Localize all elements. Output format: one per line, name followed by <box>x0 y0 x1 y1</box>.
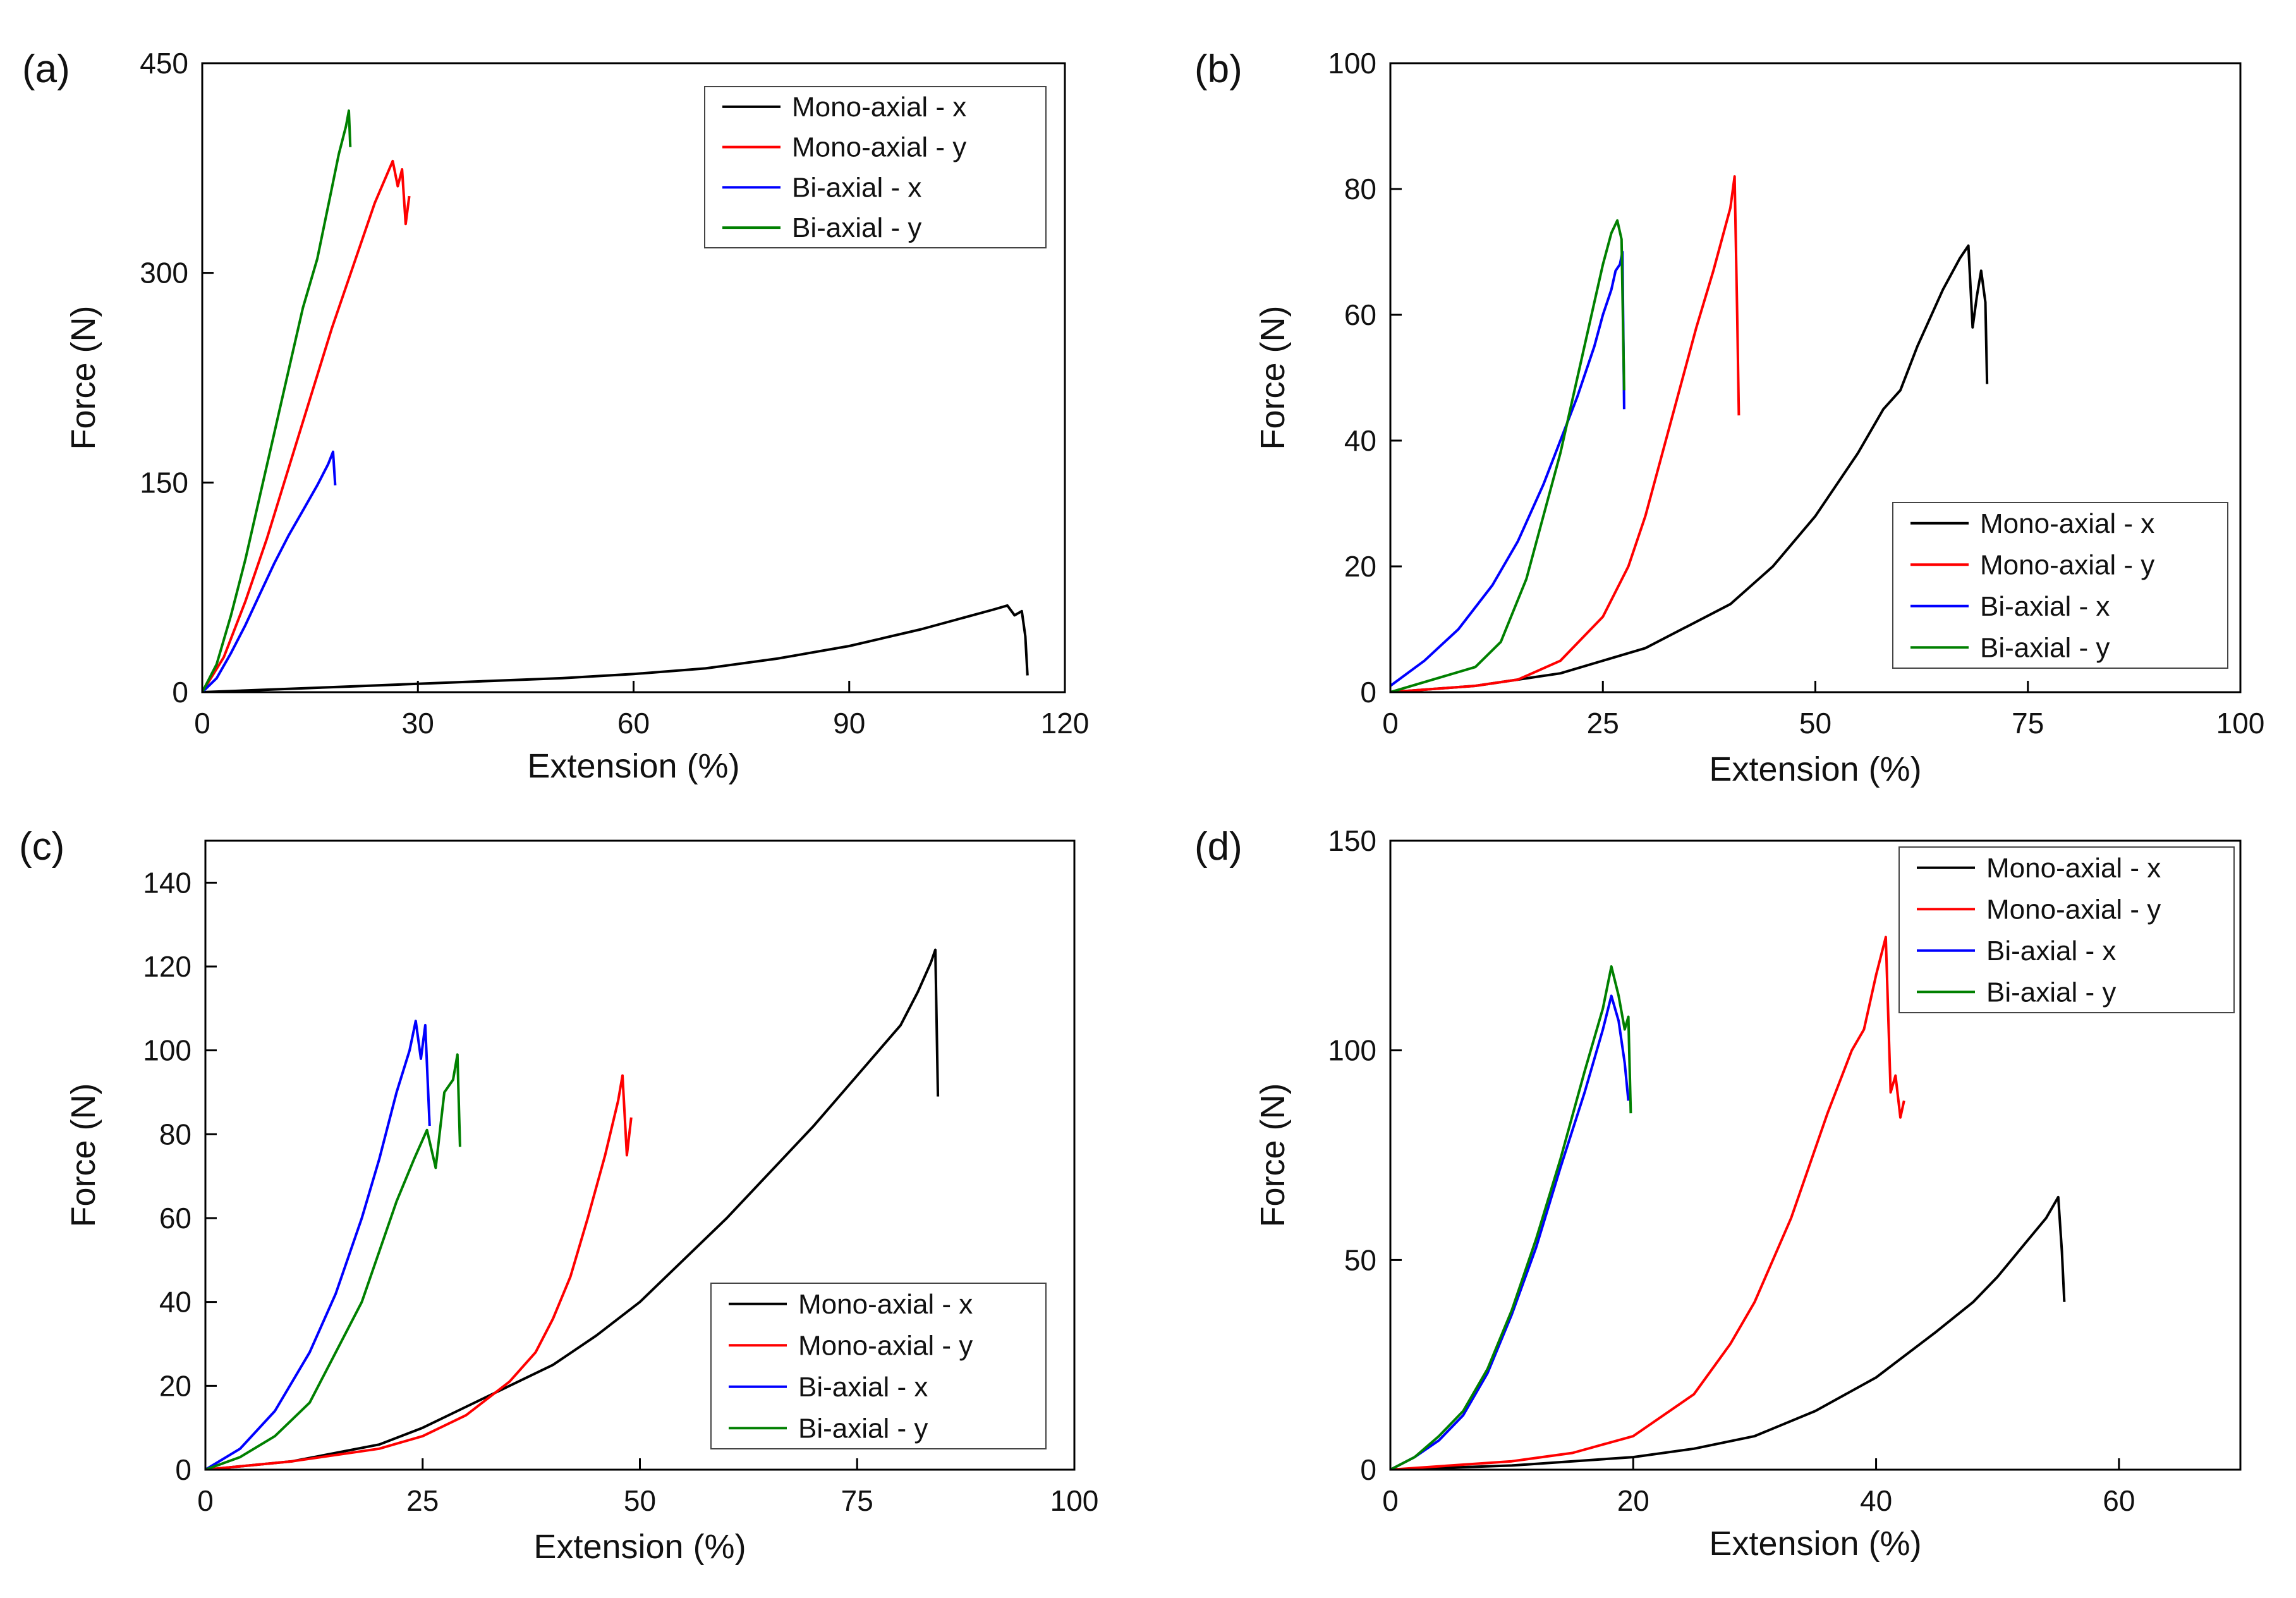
y-tick-label: 300 <box>140 257 188 290</box>
y-tick-label: 0 <box>175 1453 191 1486</box>
x-tick-label: 90 <box>833 707 865 740</box>
x-tick-label: 25 <box>1587 707 1619 740</box>
series-line-mono-x <box>1390 1197 2064 1470</box>
series-line-bi-x <box>205 1021 430 1470</box>
legend: Mono-axial - x Mono-axial - y Bi-axial - x… <box>1899 847 2234 1013</box>
y-tick-label: 60 <box>159 1202 191 1235</box>
legend-entry: Bi-axial - y <box>792 212 921 243</box>
y-tick-label: 40 <box>1344 424 1376 457</box>
y-tick-label: 0 <box>1360 1453 1376 1486</box>
x-tick-label: 0 <box>194 707 210 740</box>
y-tick-label: 450 <box>140 47 188 80</box>
legend-entry: Mono-axial - x <box>1986 853 2161 884</box>
y-tick-label: 20 <box>1344 550 1376 583</box>
x-tick-label: 60 <box>2103 1484 2135 1517</box>
y-tick-label: 20 <box>159 1369 191 1402</box>
x-tick-label: 40 <box>1860 1484 1892 1517</box>
legend-entry: Bi-axial - y <box>798 1413 928 1444</box>
x-tick-label: 30 <box>402 707 434 740</box>
y-tick-label: 120 <box>143 950 191 983</box>
legend-entry: Bi-axial - x <box>1986 936 2116 967</box>
x-tick-label: 20 <box>1617 1484 1649 1517</box>
x-tick-label: 100 <box>1050 1484 1099 1517</box>
x-tick-label: 120 <box>1041 707 1090 740</box>
x-axis-title: Extension (%) <box>527 747 739 785</box>
figure: 0 30 60 90 120 0 150 300 450 Extension (%) Force (… <box>0 0 2296 1598</box>
x-tick-label: 0 <box>1382 707 1399 740</box>
x-tick-label: 50 <box>624 1484 656 1517</box>
x-tick-label: 100 <box>2216 707 2265 740</box>
y-tick-label: 60 <box>1344 298 1376 331</box>
y-tick-label: 150 <box>140 466 188 499</box>
y-tick-label: 100 <box>1328 47 1376 80</box>
panel-label: (d) <box>1194 825 1242 869</box>
x-tick-label: 75 <box>841 1484 873 1517</box>
legend-entry: Mono-axial - x <box>792 92 966 123</box>
series-line-bi-y <box>205 1054 460 1470</box>
legend-entry: Mono-axial - y <box>792 132 966 163</box>
legend-entry: Mono-axial - y <box>1980 549 2154 580</box>
x-tick-label: 75 <box>2012 707 2044 740</box>
x-axis-title: Extension (%) <box>533 1528 746 1566</box>
y-axis-title: Force (N) <box>64 306 102 450</box>
legend-entry: Bi-axial - x <box>798 1372 928 1403</box>
legend: Mono-axial - x Mono-axial - y Bi-axial - x… <box>711 1283 1046 1449</box>
series-line-bi-x <box>1390 996 1629 1470</box>
series-line-bi-x <box>202 452 335 692</box>
y-tick-label: 50 <box>1344 1243 1376 1276</box>
legend-entry: Mono-axial - x <box>1980 508 2154 539</box>
legend-entry: Mono-axial - y <box>1986 894 2161 925</box>
y-tick-label: 40 <box>159 1286 191 1319</box>
legend: Mono-axial - x Mono-axial - y Bi-axial - x… <box>1893 503 2228 668</box>
series-line-bi-y <box>1390 221 1624 692</box>
chart-panel-4: 0 20 40 60 0 50 100 150 Extension (%) Force (N) (d… <box>1194 824 2240 1563</box>
series-line-mono-y <box>202 161 410 692</box>
y-tick-label: 100 <box>143 1034 191 1067</box>
y-tick-label: 80 <box>1344 173 1376 205</box>
legend-entry: Mono-axial - x <box>798 1289 973 1320</box>
x-tick-label: 0 <box>1382 1484 1399 1517</box>
chart-panel-1: 0 30 60 90 120 0 150 300 450 Extension (%) Force (… <box>22 47 1089 785</box>
series-line-bi-y <box>202 111 350 692</box>
legend-entry: Bi-axial - y <box>1986 977 2116 1008</box>
x-tick-label: 60 <box>617 707 650 740</box>
y-tick-label: 0 <box>172 676 188 709</box>
panel-label: (b) <box>1194 47 1242 91</box>
series-line-mono-y <box>205 1076 631 1470</box>
chart-panel-2: 0 25 50 75 100 0 20 40 60 80 100 Extension (%) Force… <box>1194 47 2264 788</box>
x-tick-label: 0 <box>197 1484 214 1517</box>
x-axis-title: Extension (%) <box>1709 1525 1921 1563</box>
y-axis-title: Force (N) <box>64 1083 102 1228</box>
y-tick-label: 140 <box>143 866 191 899</box>
panel-label: (c) <box>19 825 64 869</box>
y-axis-title: Force (N) <box>1254 1083 1292 1228</box>
series-line-mono-y <box>1390 937 1904 1470</box>
chart-panel-3: 0 25 50 75 100 0 20 40 60 80 100 120 140 Extension (%… <box>19 825 1098 1566</box>
y-tick-label: 0 <box>1360 676 1376 709</box>
x-tick-label: 25 <box>406 1484 439 1517</box>
series-line-bi-y <box>1390 967 1631 1470</box>
y-axis-title: Force (N) <box>1254 306 1292 450</box>
legend-entry: Mono-axial - y <box>798 1330 973 1361</box>
legend-entry: Bi-axial - x <box>1980 591 2110 622</box>
y-tick-label: 100 <box>1328 1034 1376 1067</box>
y-tick-label: 80 <box>159 1118 191 1150</box>
series-line-bi-x <box>1390 252 1624 686</box>
x-axis-title: Extension (%) <box>1709 750 1921 788</box>
legend-entry: Bi-axial - y <box>1980 632 2110 663</box>
y-tick-label: 150 <box>1328 824 1376 857</box>
panel-label: (a) <box>22 47 70 91</box>
series-line-mono-x <box>202 606 1028 692</box>
x-tick-label: 50 <box>1799 707 1831 740</box>
legend: Mono-axial - x Mono-axial - y Bi-axial - x… <box>705 87 1046 248</box>
legend-entry: Bi-axial - x <box>792 172 921 203</box>
